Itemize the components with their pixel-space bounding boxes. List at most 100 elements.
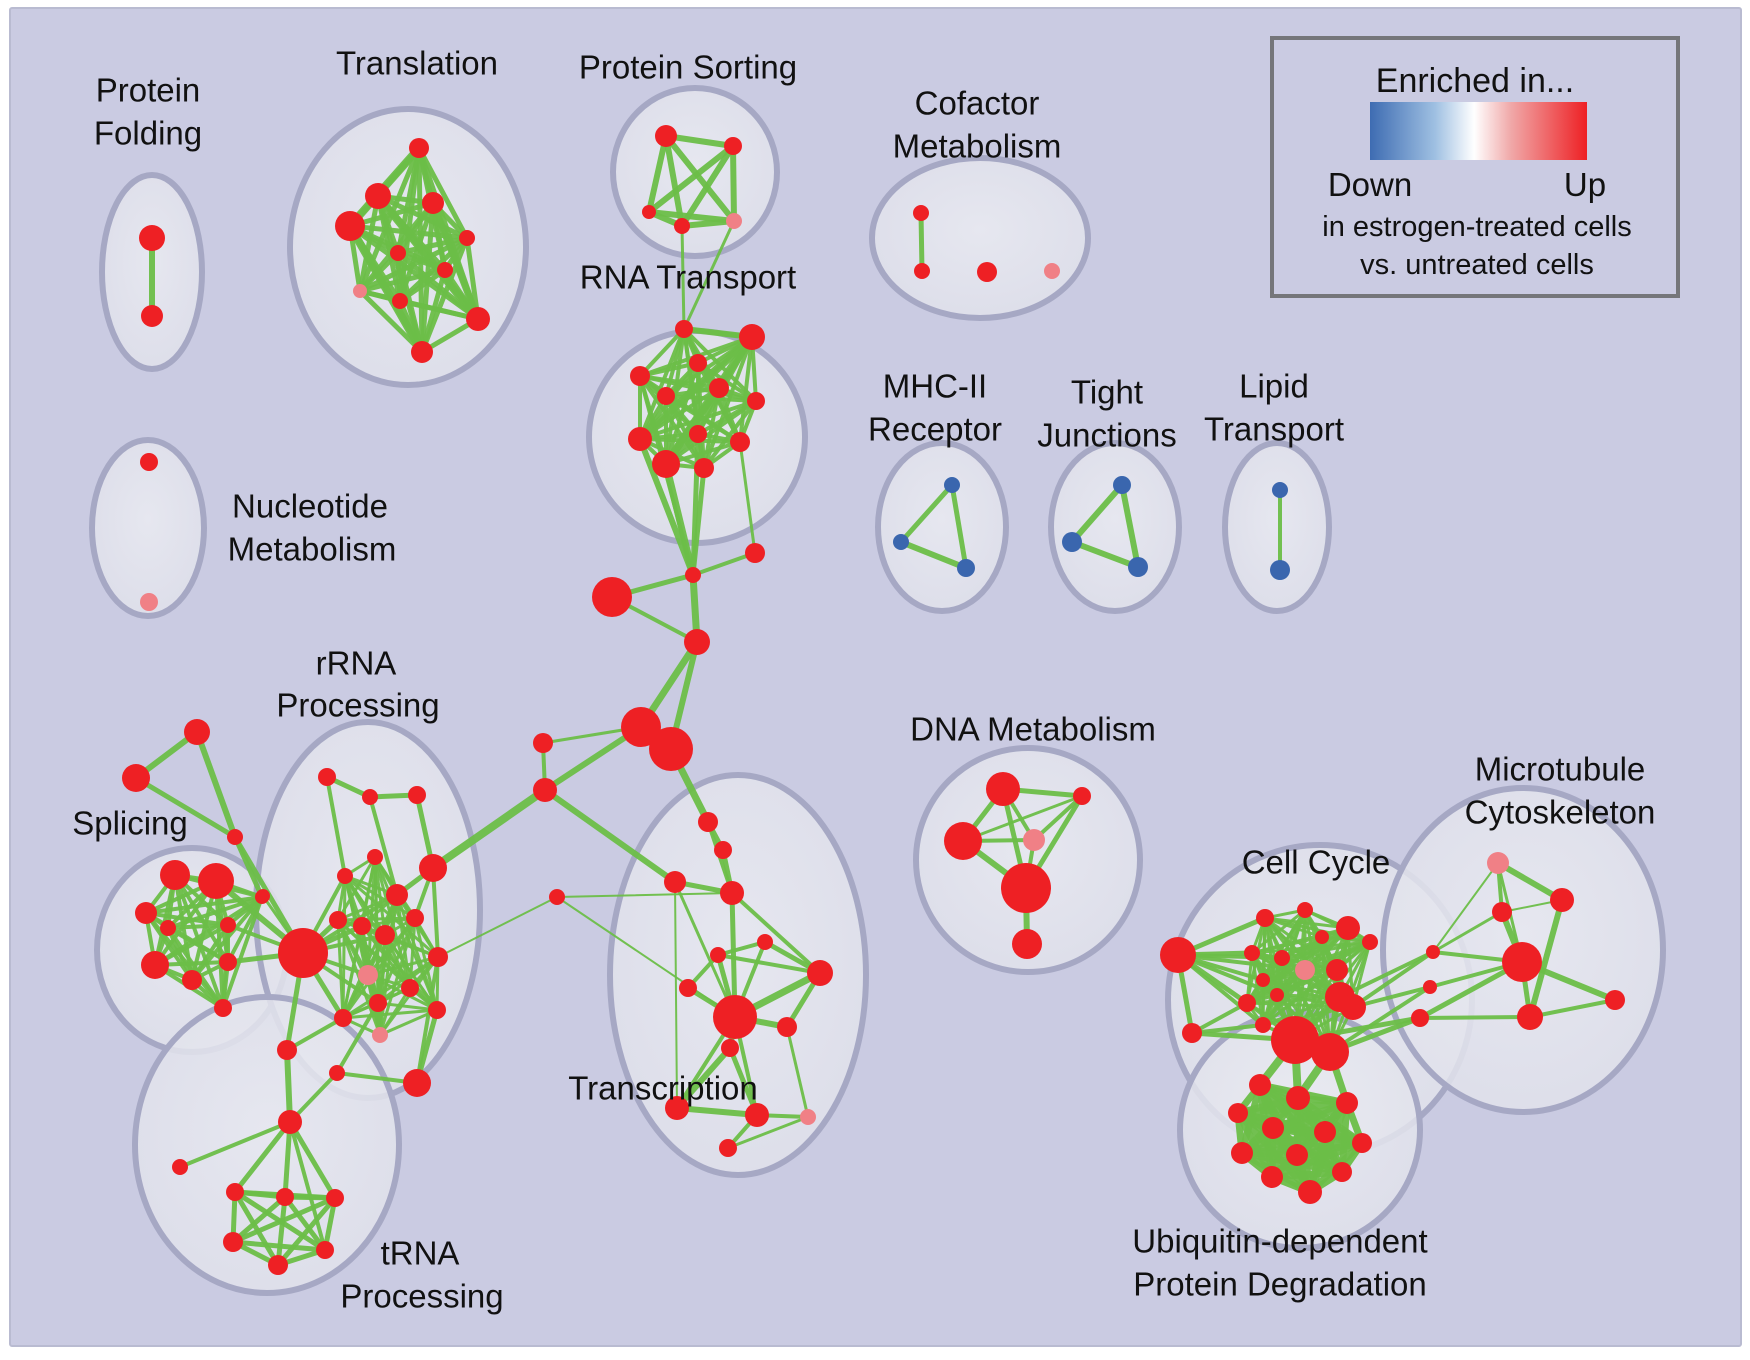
network-edge xyxy=(918,210,925,274)
network-node xyxy=(1487,852,1509,874)
network-edge xyxy=(275,1195,338,1268)
network-node xyxy=(409,138,429,158)
network-node xyxy=(1001,863,1051,913)
network-edge xyxy=(1338,950,1435,999)
network-edge xyxy=(738,335,754,444)
network-node xyxy=(1270,988,1284,1002)
network-node xyxy=(747,392,765,410)
network-edge xyxy=(961,794,1084,843)
network-edge xyxy=(395,250,448,273)
network-edge xyxy=(1418,1015,1532,1020)
network-edge xyxy=(785,1025,810,1119)
network-edge xyxy=(397,298,481,322)
network-node xyxy=(757,934,773,950)
network-node xyxy=(353,284,367,298)
network-edge xyxy=(190,895,264,982)
network-edge xyxy=(702,399,758,470)
network-node xyxy=(141,305,163,327)
network-edge xyxy=(726,1115,810,1150)
network-node xyxy=(256,889,270,903)
network-node xyxy=(1182,1023,1202,1043)
network-node xyxy=(401,979,419,997)
network-node xyxy=(944,822,982,860)
network-edge xyxy=(288,1120,327,1252)
network-node xyxy=(140,593,158,611)
cluster-label-splicing: Splicing xyxy=(72,805,188,842)
network-edge xyxy=(1119,482,1141,570)
network-node xyxy=(1315,930,1329,944)
network-node xyxy=(800,1109,816,1125)
network-node xyxy=(358,965,378,985)
network-node xyxy=(684,629,710,655)
network-node xyxy=(1311,1033,1349,1071)
network-edge xyxy=(395,893,439,1012)
network-node xyxy=(642,205,656,219)
network-edge xyxy=(638,374,758,403)
cluster-label-mhc-ii-receptor-1: MHC-II xyxy=(883,368,987,405)
network-node xyxy=(592,577,632,617)
legend-title: Enriched in... xyxy=(1376,62,1574,100)
cluster-label-nucleotide-metabolism-2: Metabolism xyxy=(228,531,397,568)
network-node xyxy=(913,205,929,221)
network-edge xyxy=(357,145,422,294)
network-edge xyxy=(341,924,364,1020)
network-edge xyxy=(949,482,969,571)
network-node xyxy=(698,812,718,832)
network-edge xyxy=(1176,953,1265,1027)
network-edge xyxy=(646,143,736,215)
label-layer: Protein Folding Translation Protein Sorting… xyxy=(72,45,1655,1315)
network-node xyxy=(1411,1009,1429,1027)
network-node xyxy=(268,1255,288,1275)
network-node xyxy=(1502,942,1542,982)
network-edge xyxy=(378,1008,439,1037)
network-edge xyxy=(230,1195,338,1245)
network-node xyxy=(674,218,690,234)
network-edge xyxy=(416,145,470,241)
network-edge xyxy=(341,874,347,1020)
network-edge xyxy=(357,250,401,294)
network-node xyxy=(655,125,677,147)
cluster-label-cofactor-metabolism-1: Cofactor xyxy=(915,85,1040,122)
network-node xyxy=(1256,909,1274,927)
network-node xyxy=(160,920,176,936)
network-node xyxy=(709,378,729,398)
cluster-label-translation: Translation xyxy=(336,45,498,82)
network-node xyxy=(141,951,169,979)
cluster-ellipse-tight-junctions xyxy=(1048,440,1182,614)
network-edge xyxy=(646,133,669,215)
network-edge xyxy=(663,133,736,149)
network-edge xyxy=(357,193,381,294)
network-edge xyxy=(194,729,238,840)
network-node xyxy=(549,889,565,905)
cluster-label-rrna-processing-2: Processing xyxy=(276,687,439,724)
network-edge xyxy=(336,916,417,922)
network-node xyxy=(719,1139,737,1157)
network-node xyxy=(392,293,408,309)
network-node xyxy=(1012,929,1042,959)
network-node xyxy=(353,917,371,935)
network-node xyxy=(276,1188,294,1206)
network-node xyxy=(1228,1103,1248,1123)
network-node xyxy=(986,772,1020,806)
network-edge xyxy=(638,399,758,441)
cluster-label-tight-junctions-2: Junctions xyxy=(1037,417,1176,454)
network-node xyxy=(1426,945,1440,959)
network-node xyxy=(1023,829,1045,851)
cluster-label-cofactor-metabolism-2: Metabolism xyxy=(893,128,1062,165)
cluster-label-dna-metabolism: DNA Metabolism xyxy=(910,711,1156,748)
network-node xyxy=(334,1009,352,1027)
network-edge xyxy=(663,133,685,229)
network-node xyxy=(367,849,383,865)
network-edge xyxy=(1328,985,1432,1054)
network-node xyxy=(278,928,328,978)
network-edge xyxy=(378,986,412,1037)
network-edge xyxy=(429,786,549,872)
network-edge xyxy=(368,795,399,897)
network-node xyxy=(227,829,243,845)
network-node xyxy=(1352,1133,1372,1153)
network-node xyxy=(665,1096,689,1120)
network-node xyxy=(375,925,395,945)
network-node xyxy=(745,1103,769,1127)
network-node xyxy=(1314,1121,1336,1143)
network-edge xyxy=(357,267,448,294)
